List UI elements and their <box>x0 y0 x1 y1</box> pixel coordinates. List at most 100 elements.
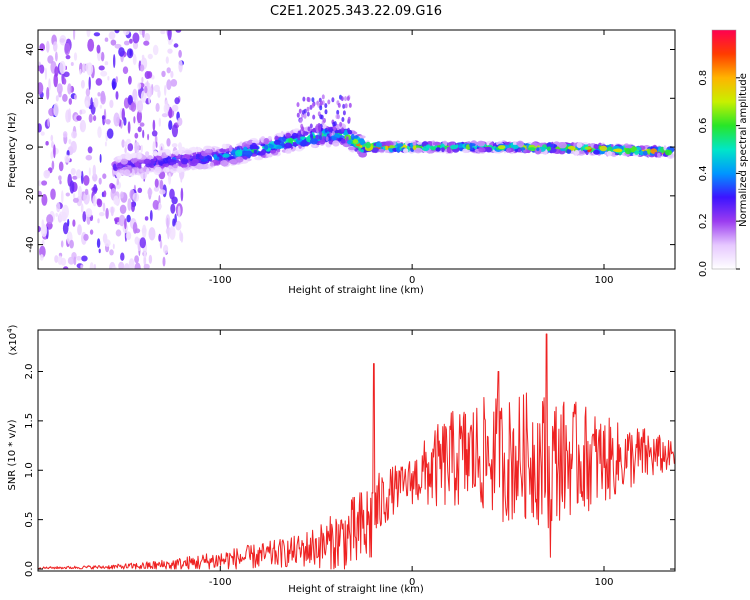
noise-blob <box>48 78 51 91</box>
noise-blob <box>56 83 63 95</box>
noise-blob <box>166 79 172 91</box>
ridge-blob <box>593 149 600 155</box>
ridge-blob <box>318 127 321 133</box>
ridge-blob <box>358 151 367 158</box>
noise-blob <box>129 38 133 44</box>
ridge-blob <box>550 144 554 148</box>
noise-blob <box>127 198 132 211</box>
y-tick-label: -40 <box>25 236 36 252</box>
noise-blob <box>74 94 77 100</box>
noise-blob <box>40 224 48 237</box>
ridge-blob <box>516 140 524 148</box>
ridge-blob <box>430 146 437 151</box>
noise-blob <box>147 53 153 60</box>
noise-blob <box>144 85 148 94</box>
noise-blob <box>70 62 74 66</box>
snr-series-line <box>38 333 675 570</box>
noise-blob <box>134 255 140 264</box>
noise-blob <box>134 228 141 234</box>
ridge-blob <box>183 149 193 155</box>
ridge-blob <box>342 103 346 109</box>
ridge-blob <box>336 114 340 120</box>
noise-blob <box>99 153 102 163</box>
ridge-blob <box>324 109 328 115</box>
ridge-blob <box>336 109 340 115</box>
ridge-blob <box>189 160 198 167</box>
ridge-blob <box>311 102 315 108</box>
noise-blob <box>85 100 89 108</box>
ridge-blob <box>347 127 350 133</box>
ridge-blob <box>124 154 133 161</box>
ridge-blob <box>639 150 644 156</box>
ridge-blob <box>162 163 170 167</box>
noise-blob <box>109 249 114 256</box>
noise-blob <box>127 143 134 152</box>
ridge-blob <box>344 96 347 102</box>
ridge-blob <box>319 105 323 111</box>
noise-blob <box>101 115 106 120</box>
noise-blob <box>103 190 107 198</box>
ridge-blob <box>346 96 350 101</box>
noise-blob <box>153 186 160 192</box>
ridge-blob <box>288 137 294 145</box>
noise-blob <box>147 71 153 79</box>
noise-blob <box>59 35 67 46</box>
x-tick-label: 0 <box>409 275 415 286</box>
ridge-blob <box>332 121 336 127</box>
noise-blob <box>174 97 180 105</box>
ridge-blob <box>145 163 153 168</box>
noise-blob <box>73 256 77 266</box>
ridge-blob <box>310 134 314 140</box>
noise-blob <box>144 33 151 42</box>
ridge-blob <box>235 149 243 157</box>
ridge-blob <box>297 135 301 141</box>
noise-blob <box>84 188 89 196</box>
noise-blob <box>115 91 119 100</box>
ridge-blob <box>285 132 291 137</box>
noise-blob <box>87 38 95 52</box>
ridge-blob <box>574 149 580 156</box>
noise-blob <box>155 141 158 148</box>
ridge-blob <box>416 141 423 145</box>
noise-blob <box>137 126 142 133</box>
noise-blob <box>134 132 139 139</box>
y-tick-label: 2.0 <box>24 364 35 380</box>
ridge-blob <box>197 146 201 152</box>
noise-blob <box>51 160 55 170</box>
noise-blob <box>139 237 146 249</box>
noise-blob <box>169 188 175 200</box>
ridge-blob <box>566 148 572 154</box>
ridge-blob <box>322 135 325 141</box>
ridge-blob <box>450 144 458 150</box>
ridge-blob <box>321 123 327 129</box>
noise-blob <box>93 97 99 108</box>
ridge-blob <box>327 128 334 133</box>
noise-blob <box>148 90 151 105</box>
y-tick-label: 0.0 <box>24 561 35 577</box>
noise-blob <box>155 102 160 112</box>
ridge-blob <box>309 123 313 129</box>
noise-blob <box>144 216 149 221</box>
noise-blob <box>146 80 149 89</box>
noise-blob <box>44 67 48 81</box>
noise-blob <box>80 203 84 213</box>
noise-blob <box>159 239 163 249</box>
ridge-blob <box>315 125 318 131</box>
ridge-blob <box>606 146 614 153</box>
x-tick-label: 100 <box>594 275 613 286</box>
noise-blob <box>126 214 131 223</box>
noise-blob <box>54 255 59 263</box>
y-tick-label: 1.0 <box>24 462 35 478</box>
ridge-blob <box>204 148 212 154</box>
noise-blob <box>142 30 145 38</box>
noise-blob <box>50 134 54 142</box>
ridge-blob <box>441 147 445 153</box>
noise-blob <box>122 66 129 74</box>
noise-blob <box>152 119 156 132</box>
ridge-blob <box>222 153 230 158</box>
noise-blob <box>41 180 48 186</box>
noise-blob <box>99 104 103 109</box>
ridge-blob <box>319 135 322 141</box>
ridge-blob <box>352 139 359 144</box>
ridge-blob <box>263 137 270 145</box>
